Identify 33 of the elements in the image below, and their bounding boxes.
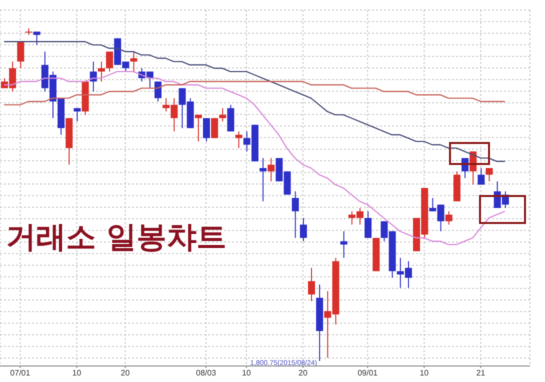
candlestick [130,51,138,72]
candlestick [211,118,218,139]
candlestick [364,210,372,238]
candlestick [340,230,348,258]
candlestick [478,168,485,186]
x-tick-label: 10 [242,368,252,378]
candlestick [17,41,24,69]
x-tick-label: 20 [120,368,130,378]
candlestick [74,108,81,122]
x-tick-label: 08/03 [196,368,217,378]
candlestick [292,190,299,238]
candlestick [154,81,162,102]
candlestick [194,114,202,142]
candlestick [308,267,316,302]
candlestick [219,108,226,122]
x-tick-label: 21 [476,368,486,378]
x-tick-label: 20 [298,368,308,378]
x-tick-label: 09/01 [358,368,378,378]
text: 거래소 일봉챠트 [6,220,226,256]
candlestick [300,217,307,242]
x-tick-label: 10 [420,368,430,378]
candlestick [106,51,114,72]
candlestick [268,158,275,182]
candlestick [202,118,210,142]
candlestick [98,61,105,82]
candlestick [486,168,493,182]
candlestick [33,31,40,46]
candlestick [235,130,242,149]
x-tick-label: 07/01 [10,368,31,378]
candlestick [227,104,234,132]
candlestick [445,210,452,226]
x-tick-label: 10 [72,368,82,378]
candlestick [260,158,267,202]
